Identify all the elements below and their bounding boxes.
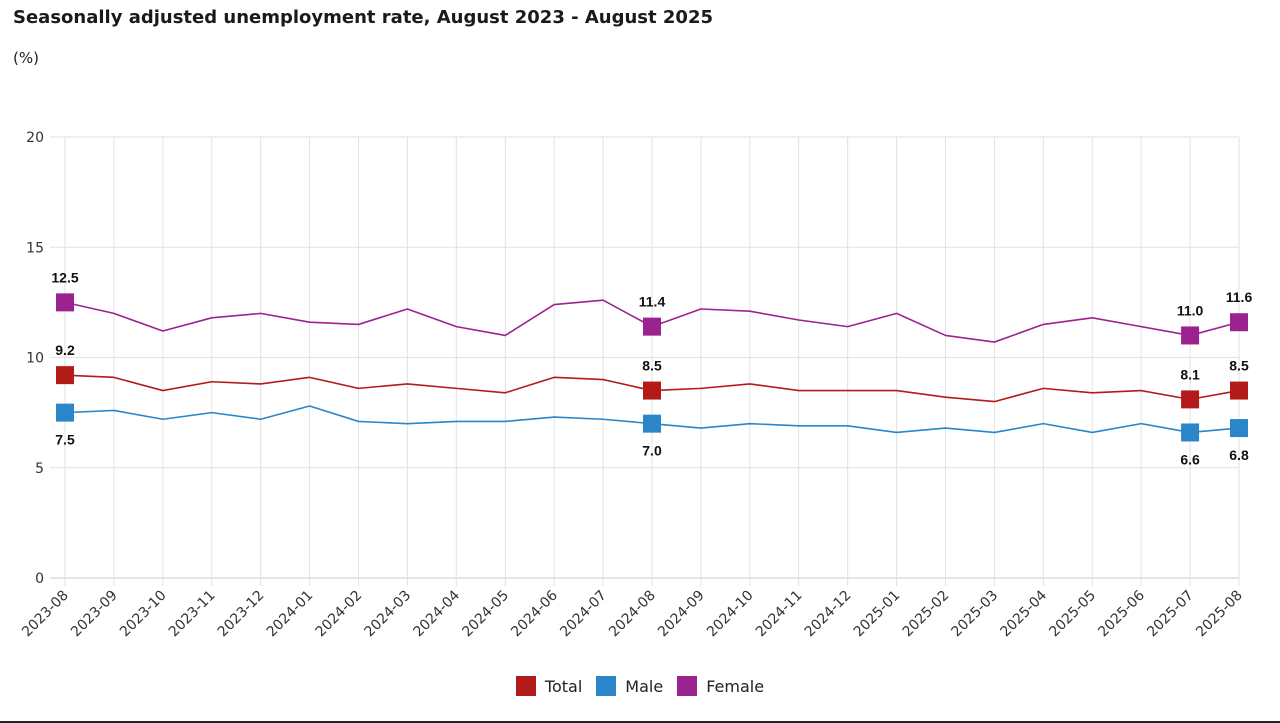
marker-male[interactable] xyxy=(56,403,74,422)
x-tick-label: 2024-09 xyxy=(655,588,708,641)
marker-female[interactable] xyxy=(1181,326,1200,345)
x-tick-label: 2023-12 xyxy=(215,588,268,641)
data-label-female: 12.5 xyxy=(51,269,78,285)
x-tick-label: 2023-09 xyxy=(68,588,121,641)
legend-label-total: Total xyxy=(544,676,583,696)
legend-label-female: Female xyxy=(706,676,765,696)
data-label-female: 11.4 xyxy=(639,294,666,310)
x-tick-label: 2025-03 xyxy=(949,588,1002,641)
data-label-male: 6.6 xyxy=(1180,451,1200,467)
marker-male[interactable] xyxy=(643,414,661,433)
x-tick-label: 2023-10 xyxy=(117,588,170,641)
x-tick-label: 2024-11 xyxy=(753,588,806,641)
x-tick-label: 2024-07 xyxy=(557,588,610,641)
y-tick-label: 0 xyxy=(35,571,44,587)
legend-item-total[interactable]: Total xyxy=(515,676,583,696)
marker-total[interactable] xyxy=(1230,381,1248,400)
chart-title: Seasonally adjusted unemployment rate, A… xyxy=(13,7,713,28)
x-tick-label: 2023-11 xyxy=(166,588,219,641)
data-label-male: 6.8 xyxy=(1229,447,1249,463)
x-tick-label: 2024-02 xyxy=(313,588,366,641)
x-tick-label: 2024-01 xyxy=(264,588,317,641)
legend-item-male[interactable]: Male xyxy=(596,676,663,696)
legend-swatch-male xyxy=(596,676,617,696)
y-tick-label: 20 xyxy=(26,130,44,146)
marker-female[interactable] xyxy=(643,317,661,336)
marker-total[interactable] xyxy=(56,366,74,385)
marker-female[interactable] xyxy=(56,293,74,312)
x-tick-label: 2025-01 xyxy=(851,588,904,641)
x-axis: 2023-082023-092023-102023-112023-122024-… xyxy=(19,587,1246,640)
legend: Total Male Female xyxy=(0,676,1280,696)
y-tick-label: 5 xyxy=(35,461,44,477)
data-label-total: 9.2 xyxy=(55,342,75,358)
marker-male[interactable] xyxy=(1230,419,1248,438)
x-tick-label: 2025-07 xyxy=(1144,588,1197,641)
legend-swatch-total xyxy=(515,676,536,696)
data-label-female: 11.0 xyxy=(1177,302,1204,318)
grid xyxy=(50,136,1240,586)
data-label-total: 8.5 xyxy=(642,358,662,374)
y-axis: 0 5 10 15 20 xyxy=(26,130,44,587)
data-labels: 9.2 8.5 8.1 8.5 7.5 7.0 6.6 6.8 12.5 11.4 11.0 11.6 xyxy=(51,269,1252,467)
y-tick-label: 10 xyxy=(26,351,44,367)
legend-item-female[interactable]: Female xyxy=(677,676,764,696)
x-tick-label: 2024-10 xyxy=(704,588,757,641)
x-tick-label: 2025-04 xyxy=(997,587,1050,640)
x-tick-label: 2024-08 xyxy=(606,588,659,641)
legend-label-male: Male xyxy=(625,676,664,696)
legend-swatch-female xyxy=(677,676,698,696)
data-label-female: 11.6 xyxy=(1226,289,1253,305)
x-tick-label: 2024-12 xyxy=(802,588,855,641)
marker-female[interactable] xyxy=(1230,313,1248,332)
data-label-male: 7.0 xyxy=(642,443,662,459)
x-tick-label: 2024-06 xyxy=(508,587,561,640)
x-tick-label: 2025-02 xyxy=(900,588,953,641)
x-tick-label: 2023-08 xyxy=(19,588,72,641)
data-label-total: 8.5 xyxy=(1229,358,1249,374)
x-tick-label: 2025-08 xyxy=(1193,588,1246,641)
x-tick-label: 2025-06 xyxy=(1095,587,1148,640)
marker-total[interactable] xyxy=(1181,390,1200,409)
series-markers xyxy=(56,293,1248,442)
data-label-total: 8.1 xyxy=(1180,366,1200,382)
chart-unit-label: (%) xyxy=(13,49,39,67)
x-tick-label: 2024-03 xyxy=(362,588,415,641)
x-tick-label: 2025-05 xyxy=(1046,588,1099,641)
x-tick-label: 2024-05 xyxy=(459,588,512,641)
x-tick-label: 2024-04 xyxy=(410,587,463,640)
y-tick-label: 15 xyxy=(26,240,44,256)
marker-male[interactable] xyxy=(1181,423,1200,442)
data-label-male: 7.5 xyxy=(55,432,75,448)
marker-total[interactable] xyxy=(643,381,661,400)
